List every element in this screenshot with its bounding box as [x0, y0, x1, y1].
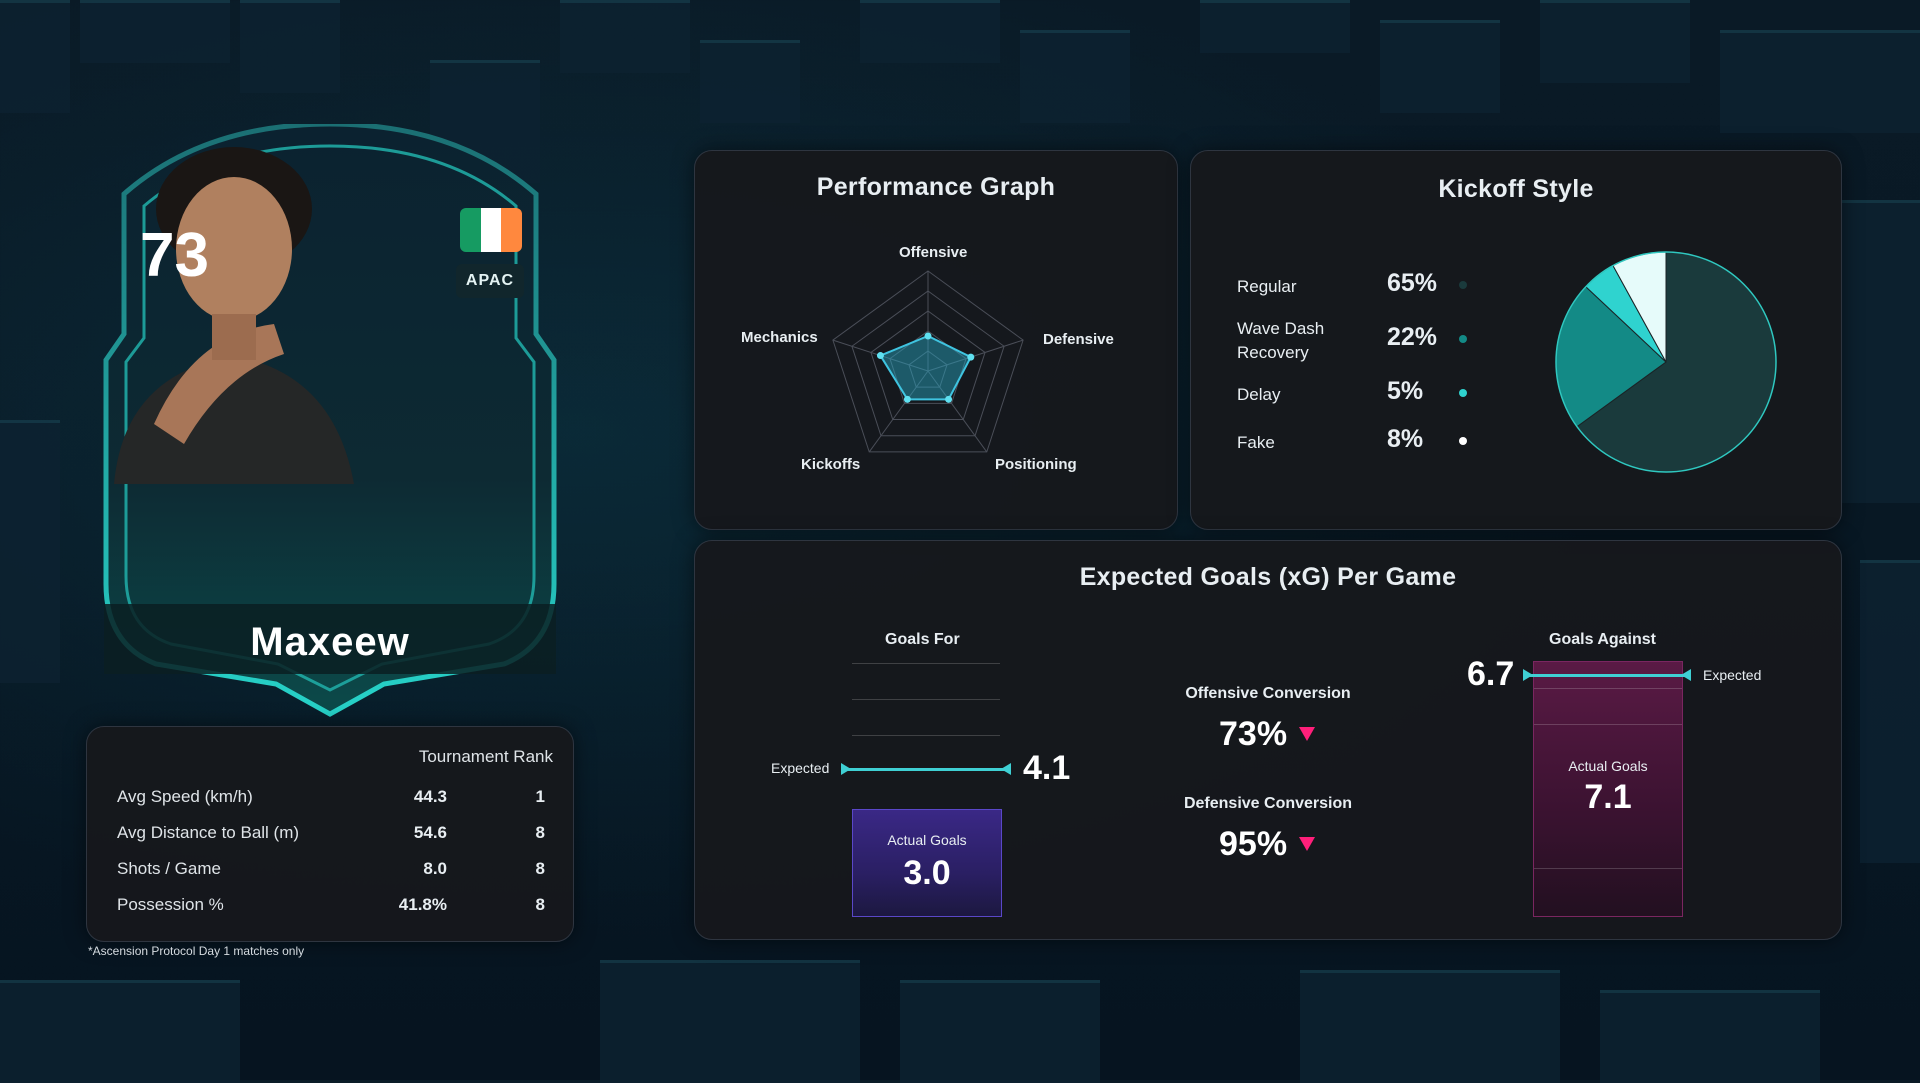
offensive-conversion-value: 73%: [1219, 715, 1288, 753]
expected-marker-icon: [1001, 763, 1011, 775]
goals-for-expected-line: [843, 768, 1005, 771]
expected-marker-icon: [841, 763, 851, 775]
legend-percent: 22%: [1387, 323, 1438, 351]
gridline: [852, 663, 1000, 664]
legend-dot-icon: [1459, 437, 1467, 445]
kickoff-style-panel: Kickoff Style Regular 65% Wave Dash Reco…: [1190, 150, 1842, 530]
stat-value: 8.0: [423, 859, 447, 878]
stat-label: Avg Distance to Ball (m): [117, 823, 300, 842]
table-row: Shots / Game 8.0 8: [117, 859, 545, 889]
goals-against-title: Goals Against: [1549, 631, 1656, 648]
radar-axis-label: Mechanics: [741, 329, 818, 346]
radar-axis-label: Kickoffs: [801, 456, 861, 473]
region-badge: APAC: [456, 264, 524, 298]
performance-graph-title: Performance Graph: [816, 173, 1056, 201]
legend-label: Delay: [1237, 385, 1281, 404]
tournament-rank-header: Tournament Rank: [418, 747, 553, 766]
radar-grid-ring: [851, 290, 1005, 437]
legend-dot-icon: [1459, 281, 1467, 289]
radar-axis-label: Defensive: [1043, 331, 1114, 348]
radar-grid-ring: [908, 350, 948, 388]
radar-grid-ring: [889, 330, 967, 404]
radar-point: [876, 352, 884, 360]
legend-percent: 5%: [1387, 377, 1424, 405]
footnote: *Ascension Protocol Day 1 matches only: [88, 944, 305, 958]
goals-for-actual-label: Actual Goals: [887, 832, 967, 848]
table-row: Possession % 41.8% 8: [117, 895, 545, 925]
legend-percent: 8%: [1387, 425, 1424, 453]
legend-dot-icon: [1459, 389, 1467, 397]
table-row: Avg Distance to Ball (m) 54.6 8: [117, 823, 545, 853]
player-rating: 73: [140, 221, 209, 290]
player-name: Maxeew: [250, 620, 410, 664]
legend-label: Fake: [1237, 433, 1275, 452]
goals-for-expected-label: Expected: [771, 760, 830, 776]
offensive-conversion-label: Offensive Conversion: [1185, 685, 1351, 702]
player-card: 73 APAC Maxeew: [84, 124, 576, 720]
goals-against-actual-bar: Actual Goals 7.1: [1533, 661, 1683, 917]
stats-panel: Tournament Rank Avg Speed (km/h) 44.3 1 …: [86, 726, 574, 942]
legend-percent: 65%: [1387, 269, 1438, 297]
gridline: [852, 735, 1000, 736]
radar-point: [903, 395, 911, 403]
trend-down-icon: [1299, 727, 1315, 741]
stat-label: Possession %: [117, 895, 224, 914]
expected-marker-icon: [1523, 669, 1533, 681]
radar-axis-label: Positioning: [995, 456, 1077, 473]
goals-against-expected-value: 6.7: [1467, 655, 1515, 693]
trend-down-icon: [1299, 837, 1315, 851]
radar-series-area: [878, 334, 973, 401]
stat-value: 44.3: [413, 787, 447, 806]
legend-label: Regular: [1237, 277, 1297, 296]
radar-spoke: [927, 370, 988, 453]
table-row: Avg Speed (km/h) 44.3 1: [117, 787, 545, 817]
stat-rank: 1: [535, 787, 545, 806]
stat-rank: 8: [535, 823, 545, 842]
radar-chart: [832, 270, 1024, 453]
gridline: [1534, 688, 1682, 689]
stat-value: 54.6: [413, 823, 447, 842]
stat-label: Shots / Game: [117, 859, 221, 878]
goals-for-actual-bar: Actual Goals 3.0: [852, 809, 1002, 917]
ireland-flag-icon: [460, 208, 522, 252]
kickoff-pie-chart: [1555, 251, 1777, 473]
gridline: [852, 699, 1000, 700]
legend-label: Wave Dash Recovery: [1237, 319, 1325, 362]
radar-point: [924, 332, 932, 340]
goals-for-title: Goals For: [885, 631, 960, 648]
legend-dot-icon: [1459, 335, 1467, 343]
goals-for-actual-value: 3.0: [903, 854, 951, 892]
goals-against-expected-label: Expected: [1703, 667, 1762, 683]
stat-label: Avg Speed (km/h): [117, 787, 253, 806]
radar-grid-ring: [870, 310, 986, 421]
radar-spoke: [868, 370, 929, 453]
gridline: [1534, 868, 1682, 869]
radar-grid-ring: [832, 270, 1024, 453]
radar-point: [945, 395, 953, 403]
player-photo: [114, 147, 354, 484]
kickoff-style-title: Kickoff Style: [1438, 175, 1594, 203]
stat-rank: 8: [535, 859, 545, 878]
defensive-conversion-value: 95%: [1219, 825, 1288, 863]
performance-graph-panel: Performance Graph Offensive Defensive Po…: [694, 150, 1178, 530]
goals-against-actual-value: 7.1: [1584, 778, 1632, 816]
radar-point: [967, 353, 975, 361]
goals-for-expected-value: 4.1: [1023, 749, 1071, 787]
goals-against-expected-line: [1523, 674, 1689, 677]
xg-title: Expected Goals (xG) Per Game: [1079, 563, 1457, 591]
gridline: [1534, 724, 1682, 725]
goals-against-actual-label: Actual Goals: [1568, 758, 1648, 774]
radar-spoke: [927, 339, 1024, 372]
xg-panel: Expected Goals (xG) Per Game Goals For E…: [694, 540, 1842, 940]
expected-marker-icon: [1681, 669, 1691, 681]
defensive-conversion-label: Defensive Conversion: [1183, 795, 1353, 812]
stat-rank: 8: [535, 895, 545, 914]
stat-value: 41.8%: [398, 895, 447, 914]
radar-axis-label: Offensive: [899, 244, 968, 261]
pie-outline: [1555, 251, 1777, 473]
